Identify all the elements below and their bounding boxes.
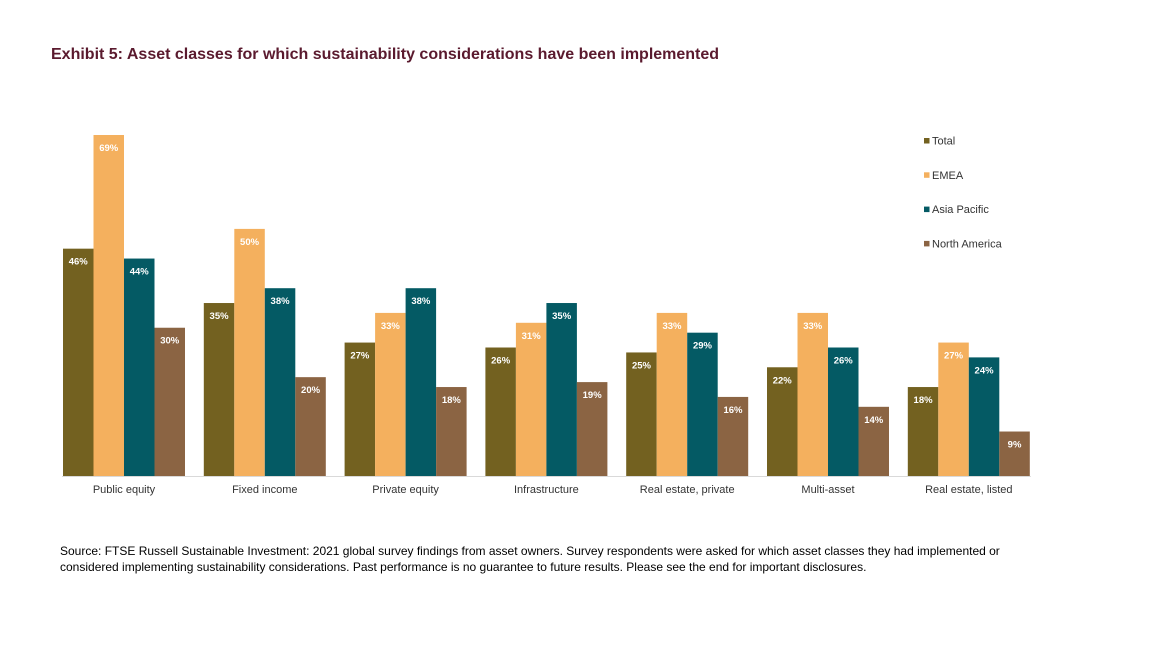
data-label: 38% [271,296,291,307]
legend-swatch [924,240,930,247]
bar-total-2 [344,342,376,476]
legend-label: Asia Pacific [932,204,989,216]
legend: Total EMEA Asia Pacific North America [924,136,1003,250]
data-label: 33% [662,321,682,332]
x-tick-label: Infrastructure [514,484,579,496]
bar-emea-2 [375,312,406,476]
bar-total-4 [626,352,657,476]
x-tick-label: Real estate, listed [925,484,1012,496]
data-label: 69% [99,143,119,154]
bar-asia-pacific-2 [405,288,437,476]
data-label: 35% [552,311,572,322]
data-label: 18% [442,395,462,406]
x-axis: Public equity Fixed income Private equity I… [62,476,1031,496]
bar-emea-0 [93,135,124,476]
bar-emea-1 [234,228,265,476]
bar-asia-pacific-3 [546,303,577,476]
bar-emea-5 [797,312,828,476]
bar-chart: 46% 69% 44% 30% 35% 50% 38% 20% 27% 33% 38% 18% 26% 3… [62,135,1031,496]
legend-label: EMEA [932,170,964,182]
bar-asia-pacific-6 [968,357,1000,476]
data-label: 18% [914,395,934,406]
x-tick-label: Private equity [372,484,439,496]
bar-north-america-1 [295,377,326,476]
x-tick-label: Public equity [93,484,156,496]
bar-north-america-4 [717,396,749,476]
bar-asia-pacific-5 [828,347,859,476]
data-label: 19% [583,390,603,401]
data-label: 14% [864,415,884,426]
data-label: 27% [350,351,370,362]
legend-swatch [924,206,930,213]
legend-label: North America [932,238,1003,250]
x-tick-label: Real estate, private [640,484,735,496]
bar-asia-pacific-0 [124,258,155,476]
data-label: 16% [723,405,743,416]
data-label: 24% [975,365,995,376]
data-label: 26% [834,356,854,367]
source-note: Source: FTSE Russell Sustainable Investm… [60,543,1060,575]
data-label: 29% [693,341,713,352]
bar-total-3 [485,347,516,476]
bar-asia-pacific-4 [687,332,718,476]
bar-north-america-5 [858,406,889,476]
data-label: 31% [522,331,542,342]
data-label: 38% [411,296,431,307]
bar-total-0 [63,248,94,476]
data-label: 30% [160,336,180,347]
bar-total-6 [907,387,939,476]
data-label: 33% [803,321,823,332]
bar-total-5 [767,367,798,476]
bar-emea-3 [515,322,547,476]
data-label: 44% [130,267,150,278]
data-label: 22% [773,375,793,386]
bar-emea-4 [656,312,688,476]
data-label: 26% [491,356,511,367]
chart-title: Exhibit 5: Asset classes for which susta… [51,46,720,63]
bar-asia-pacific-1 [264,288,296,476]
data-label: 33% [381,321,401,332]
x-tick-label: Fixed income [232,484,297,496]
data-label: 9% [1008,440,1022,451]
data-label: 20% [301,385,321,396]
data-label: 50% [240,237,260,248]
bar-north-america-3 [576,382,608,476]
legend-label: Total [932,136,955,148]
data-labels-layer: 46% 69% 44% 30% 35% 50% 38% 20% 27% 33% 38% 18% 26% 3… [69,143,1022,451]
legend-swatch [924,172,930,178]
bar-north-america-2 [436,387,467,476]
data-label: 46% [69,257,89,268]
data-label: 25% [632,360,652,371]
bar-north-america-0 [154,327,185,476]
data-label: 27% [944,351,964,362]
source-line-1: Source: FTSE Russell Sustainable Investm… [60,544,1000,558]
legend-swatch [924,138,930,144]
data-label: 35% [210,311,230,322]
bar-north-america-6 [999,431,1030,476]
x-tick-label: Multi-asset [801,484,854,496]
bar-total-1 [203,303,235,476]
source-line-2: considered implementing sustainability c… [60,560,867,574]
bar-emea-6 [938,342,969,476]
bars-layer [63,135,1030,476]
